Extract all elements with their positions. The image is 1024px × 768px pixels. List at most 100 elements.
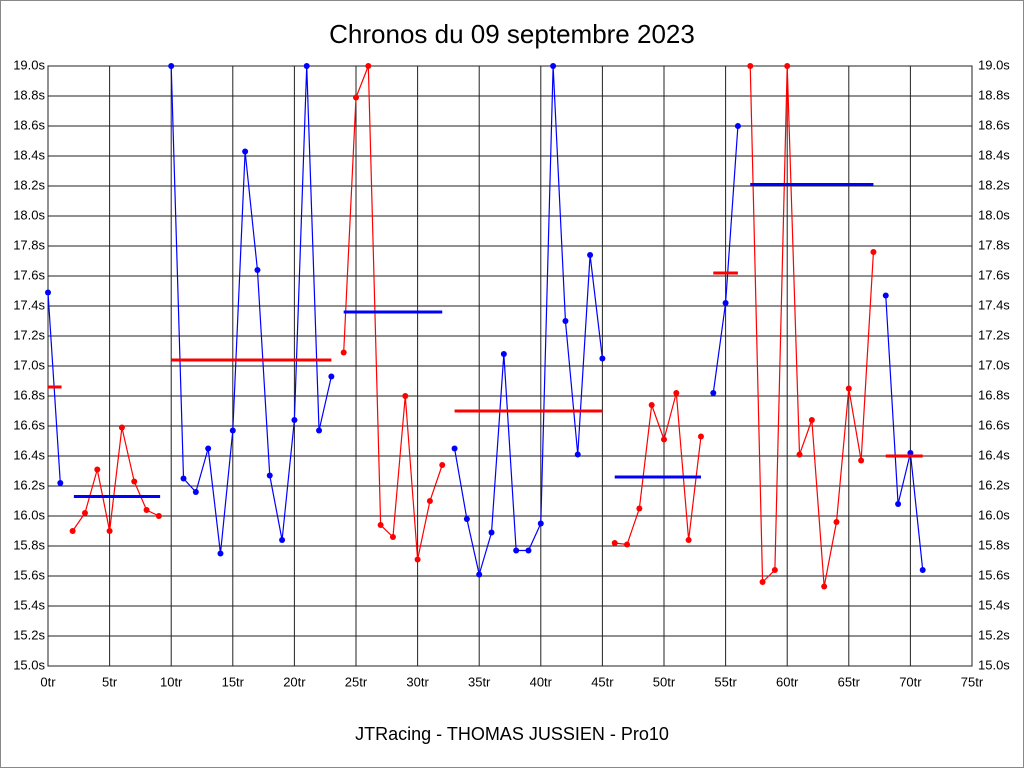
y2-tick-label: 17.4s [978,297,1010,312]
lap-point [870,249,877,255]
lap-point [402,393,409,399]
lap-point [500,351,507,357]
y-tick-label: 16.2s [13,477,45,492]
y2-tick-label: 17.6s [978,267,1010,282]
lap-point [353,94,359,101]
lap-point [180,475,187,482]
lap-point [784,63,791,69]
lap-point [303,63,310,69]
y2-tick-label: 17.8s [978,237,1010,252]
lap-point [624,541,631,548]
lap-point [710,390,717,396]
y-tick-label: 16.0s [13,507,45,522]
lap-point [685,537,692,543]
lap-point [217,550,224,557]
y-tick-label: 19.0s [13,57,45,72]
lap-point [636,505,643,512]
lap-point [562,318,569,324]
lap-point [254,267,261,273]
lap-point [414,556,421,563]
y2-tick-label: 18.0s [978,207,1010,222]
y-tick-label: 15.2s [13,627,45,642]
y-tick-label: 15.4s [13,597,45,612]
y-tick-label: 18.0s [13,207,45,222]
y-tick-label: 18.2s [13,177,45,192]
lap-point [587,252,594,258]
x-tick-label: 10tr [160,674,183,689]
y-tick-label: 17.6s [13,267,45,282]
y-tick-label: 18.6s [13,117,45,132]
y2-tick-label: 15.6s [978,567,1010,582]
footer: JTRacing - THOMAS JUSSIEN - Pro10 [355,724,669,744]
y-tick-label: 15.6s [13,567,45,582]
y2-tick-label: 16.0s [978,507,1010,522]
lap-point [118,424,125,431]
lap-point [266,472,273,479]
y-tick-label: 15.0s [13,657,45,672]
lap-point [463,516,470,522]
x-tick-label: 55tr [714,674,737,689]
y-tick-label: 17.8s [13,237,45,252]
lap-point [155,513,162,519]
series-line [170,65,332,554]
lap-point [513,547,520,554]
y2-tick-label: 18.8s [978,87,1010,102]
lap-point [81,510,88,516]
lap-point [722,300,729,306]
series-line [614,392,702,546]
lap-point [168,63,175,69]
y-tick-label: 18.4s [13,147,45,162]
y2-tick-label: 15.8s [978,537,1010,552]
lap-point [833,519,840,525]
y-tick-label: 16.4s [13,447,45,462]
series-line [72,427,160,532]
lap-point [106,528,113,534]
lap-point [291,417,298,423]
y2-tick-label: 18.6s [978,117,1010,132]
y2-tick-label: 19.0s [978,57,1010,72]
y2-tick-label: 17.2s [978,327,1010,342]
lap-point [365,63,372,69]
lap-point [697,433,704,440]
lap-point [328,373,335,380]
y-tick-label: 17.2s [13,327,45,342]
y2-tick-label: 15.0s [978,657,1010,672]
lap-point [377,522,384,528]
lap-point [673,390,680,396]
lap-point [734,123,741,129]
lap-point [426,498,433,504]
y2-tick-label: 16.8s [978,387,1010,402]
lap-point [488,529,495,536]
y2-tick-label: 16.6s [978,417,1010,432]
lap-point [439,462,446,468]
series-line [885,295,924,571]
x-tick-label: 40tr [530,674,553,689]
lap-point [476,571,483,578]
x-tick-label: 25tr [345,674,368,689]
y-tick-label: 17.0s [13,357,45,372]
lap-point [648,402,655,408]
lap-point [229,427,236,434]
lap-point [94,466,101,473]
lap-point [143,507,150,513]
lap-point [131,478,138,485]
x-tick-label: 30tr [406,674,429,689]
lap-point [451,445,458,452]
lap-point [242,148,249,155]
lap-point [550,63,557,69]
chart-title: Chronos du 09 septembre 2023 [329,19,695,49]
lap-point [45,289,51,296]
y2-tick-label: 16.2s [978,477,1010,492]
lap-point [771,567,778,573]
y-tick-label: 16.6s [13,417,45,432]
lap-point [279,537,286,543]
x-tick-label: 50tr [653,674,676,689]
lap-point [316,427,323,434]
x-tick-label: 70tr [899,674,922,689]
lap-point [661,436,667,443]
lap-point [858,457,865,464]
y2-tick-label: 18.4s [978,147,1010,162]
lap-point [747,63,754,69]
lap-point [574,451,581,458]
